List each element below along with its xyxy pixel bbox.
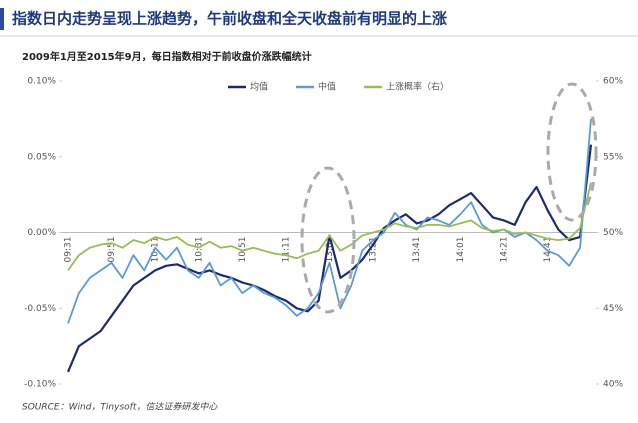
y2-tick-label: 60%: [603, 77, 623, 87]
source-note: SOURCE：Wind，Tinysoft，信达证券研发中心: [22, 402, 218, 413]
highlight-ellipse: [546, 82, 598, 222]
series-line: [67, 182, 592, 271]
y2-tick-label: 40%: [603, 380, 623, 390]
y-tick-label: 0.00%: [27, 228, 56, 238]
legend-label: 中值: [318, 81, 336, 93]
y-tick-label: 0.10%: [27, 77, 56, 87]
chart-subtitle: 2009年1月至2015年9月，每日指数相对于前收盘价涨跌幅统计: [22, 50, 312, 63]
series-line: [67, 118, 592, 324]
x-tick-label: 13:01: [325, 237, 335, 263]
highlight-ellipse: [300, 166, 356, 314]
chart-title: 指数日内走势呈现上涨趋势，午前收盘和全天收盘前有明显的上涨: [12, 10, 447, 28]
legend-label: 均值: [250, 81, 268, 93]
x-tick-label: 14:41: [543, 237, 553, 263]
legend-label: 上涨概率（右）: [386, 81, 449, 93]
x-tick-label: 14:01: [456, 237, 466, 263]
y2-tick-label: 50%: [603, 228, 623, 238]
x-tick-label: 13:21: [369, 237, 379, 263]
y-tick-label: -0.05%: [24, 304, 56, 314]
title-accent: [0, 8, 4, 30]
x-tick-label: 09:51: [107, 237, 117, 263]
x-tick-label: 09:31: [64, 237, 74, 263]
x-tick-label: 10:51: [238, 236, 248, 262]
y-tick-label: 0.05%: [27, 152, 56, 162]
x-tick-label: 10:31: [194, 237, 204, 263]
y2-tick-label: 45%: [603, 304, 623, 314]
y2-tick-label: 55%: [603, 152, 623, 162]
x-tick-label: 13:41: [412, 237, 422, 263]
x-tick-label: 11:11: [281, 237, 291, 263]
x-tick-label: 14:21: [499, 237, 509, 263]
y-tick-label: -0.10%: [24, 380, 56, 390]
